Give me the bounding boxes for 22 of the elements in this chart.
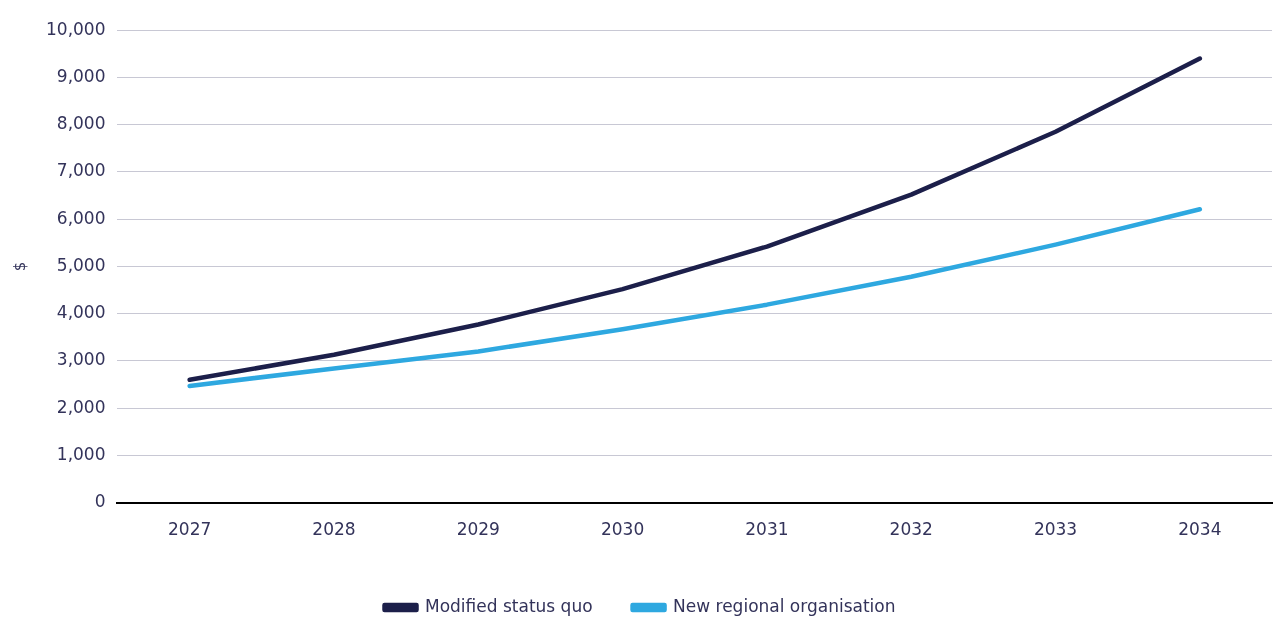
x-tick-label: 2031 [745, 519, 789, 540]
y-tick-label: 0 [94, 491, 106, 512]
y-tick-label: 3,000 [56, 349, 106, 370]
y-tick-label: 9,000 [56, 65, 106, 86]
x-tick-label: 2029 [456, 519, 500, 540]
legend-label: New regional organisation [673, 595, 896, 616]
legend-label: Modified status quo [425, 595, 593, 616]
y-tick-label: 2,000 [56, 396, 106, 417]
y-tick-label: 6,000 [56, 207, 106, 228]
x-tick-label: 2033 [1033, 519, 1078, 540]
y-tick-label: 1,000 [56, 443, 106, 464]
y-tick-label: 8,000 [56, 113, 106, 134]
x-tick-label: 2034 [1178, 519, 1222, 540]
y-tick-label: 10,000 [46, 18, 106, 39]
y-axis-title: $ [10, 261, 29, 272]
x-tick-label: 2027 [168, 519, 212, 540]
y-tick-label: 4,000 [56, 302, 106, 323]
y-tick-label: 5,000 [56, 254, 106, 275]
x-tick-label: 2032 [889, 519, 933, 540]
x-tick-label: 2030 [600, 519, 645, 540]
x-tick-label: 2028 [312, 519, 356, 540]
y-tick-label: 7,000 [56, 160, 106, 181]
